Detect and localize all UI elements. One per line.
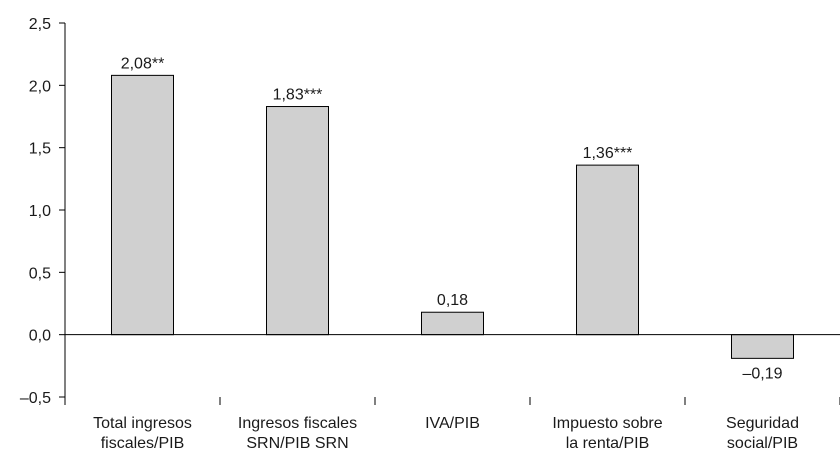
data-label: 0,18: [437, 292, 468, 309]
x-category-label: Impuesto sobre: [552, 415, 662, 432]
y-tick-label: 2,5: [29, 16, 51, 33]
y-axis: 2,5 2,0 1,5 1,0 0,5 0,0 –0,5: [20, 16, 66, 407]
x-category-label: IVA/PIB: [425, 415, 480, 432]
bar: [421, 311, 484, 336]
data-label: 2,08**: [121, 55, 165, 72]
bar: [111, 74, 174, 336]
data-label: –0,19: [742, 365, 782, 382]
y-tick-label: 1,0: [29, 203, 51, 220]
bars: 2,08** 1,83*** 0,18 1,36*** –0,19: [111, 55, 794, 382]
y-tick-label: 2,0: [29, 78, 51, 95]
x-category-label: Ingresos fiscales: [238, 415, 357, 432]
x-category-label: social/PIB: [727, 435, 798, 452]
x-category-label: Seguridad: [726, 415, 799, 432]
x-category-label: fiscales/PIB: [101, 435, 185, 452]
bar: [576, 164, 639, 336]
x-category-label: Total ingresos: [93, 415, 192, 432]
y-tick-label: 1,5: [29, 141, 51, 158]
data-label: 1,83***: [273, 87, 323, 104]
y-tick-label: –0,5: [20, 390, 51, 407]
x-category-label: SRN/PIB SRN: [246, 435, 348, 452]
x-category-label: la renta/PIB: [566, 435, 650, 452]
y-tick-label: 0,0: [29, 328, 51, 345]
bar: [266, 106, 329, 336]
data-label: 1,36***: [583, 145, 633, 162]
x-axis: Total ingresos fiscales/PIB Ingresos fisca…: [64, 334, 840, 452]
y-tick-label: 0,5: [29, 265, 51, 282]
bar: [731, 334, 794, 359]
